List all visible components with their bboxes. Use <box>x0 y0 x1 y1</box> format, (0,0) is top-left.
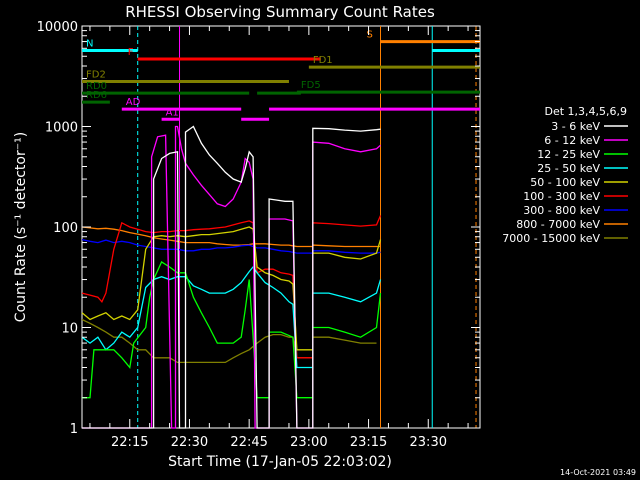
flag-bar-label: F <box>128 47 134 58</box>
y-tick-label: 1 <box>70 422 78 437</box>
flag-bar-label: RD0 <box>86 81 107 92</box>
x-axis-ticks: 22:15 22:30 22:45 23:00 23:15 23:30 <box>89 26 469 450</box>
legend-entry-label: 3 - 6 keV <box>551 120 600 133</box>
legend-entry-label: 100 - 300 keV <box>523 190 600 203</box>
x-tick-label: 22:15 <box>111 435 148 450</box>
flag-bar-label: AD <box>126 97 141 108</box>
x-tick-label: 23:00 <box>290 435 327 450</box>
series-line <box>81 318 377 364</box>
legend-entry-label: 25 - 50 keV <box>537 162 600 175</box>
series-line <box>81 226 381 248</box>
flag-bar-label: N <box>86 39 93 50</box>
legend-entry-label: 6 - 12 keV <box>544 134 600 147</box>
y-tick-label: 10000 <box>37 20 78 35</box>
flag-bar-label: FD2 <box>86 70 106 81</box>
series-line <box>82 125 381 429</box>
legend-entry-label: 300 - 800 keV <box>523 204 600 217</box>
legend-entry-label: 50 - 100 keV <box>530 176 600 189</box>
legend-title: Det 1,3,4,5,6,9 <box>544 105 627 118</box>
flag-bar-label: S <box>367 30 373 41</box>
footer-timestamp: 14-Oct-2021 03:49 <box>560 468 636 477</box>
series-line <box>82 260 382 399</box>
x-tick-label: 23:30 <box>410 435 447 450</box>
flag-bar-label: A1 <box>166 107 179 118</box>
y-tick-label: 10 <box>61 322 78 337</box>
series-line <box>81 215 382 359</box>
x-tick-label: 23:15 <box>350 435 387 450</box>
flag-bar-label: FD1 <box>313 55 333 66</box>
legend-entry-label: 800 - 7000 keV <box>516 218 600 231</box>
data-series <box>81 125 382 429</box>
y-tick-label: 100 <box>53 221 78 236</box>
plot-frame <box>81 25 481 429</box>
flag-bar-label: RD6 <box>86 90 107 101</box>
legend-entry-label: 7000 - 15000 keV <box>502 232 600 245</box>
x-tick-label: 22:45 <box>230 435 267 450</box>
y-tick-label: 1000 <box>45 121 78 136</box>
legend-entry-label: 12 - 25 keV <box>537 148 600 161</box>
x-axis-label: Start Time (17-Jan-05 22:03:02) <box>168 454 392 470</box>
series-line <box>82 125 381 429</box>
x-tick-label: 22:30 <box>171 435 208 450</box>
chart-title: RHESSI Observing Summary Count Rates <box>125 3 435 21</box>
flag-bar-label: FD5 <box>301 80 321 91</box>
y-axis-label: Count Rate (s⁻¹ detector⁻¹) <box>13 132 29 322</box>
series-line <box>81 265 382 369</box>
y-axis-ticks: 1 10 100 1000 10000 <box>37 20 480 437</box>
